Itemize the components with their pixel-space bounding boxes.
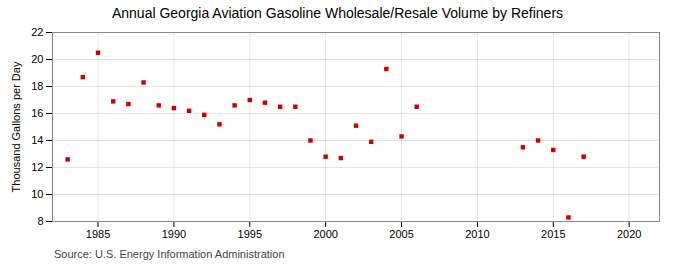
svg-text:1990: 1990 [162, 228, 186, 240]
html-text:Source: U.S. Energy Informatio: Source: U.S. Energy Information Administ… [54, 248, 285, 260]
svg-text:2020: 2020 [617, 228, 641, 240]
html-text:Annual Georgia Aviation Gasoli: Annual Georgia Aviation Gasoline Wholesa… [111, 5, 564, 21]
svg-text:2005: 2005 [389, 228, 413, 240]
svg-text:2015: 2015 [541, 228, 565, 240]
svg-text:2000: 2000 [313, 228, 337, 240]
svg-text:1985: 1985 [86, 228, 110, 240]
svg-text:10: 10 [31, 188, 43, 200]
svg-text:22: 22 [31, 26, 43, 38]
svg-text:12: 12 [31, 161, 43, 173]
svg-text:20: 20 [31, 53, 43, 65]
svg-text:Thousand Gallons per Day: Thousand Gallons per Day [10, 61, 22, 192]
svg-text:18: 18 [31, 80, 43, 92]
svg-text:2010: 2010 [465, 228, 489, 240]
svg-text:14: 14 [31, 134, 43, 146]
svg-text:1995: 1995 [238, 228, 262, 240]
svg-text:16: 16 [31, 107, 43, 119]
svg-text:8: 8 [37, 215, 43, 227]
